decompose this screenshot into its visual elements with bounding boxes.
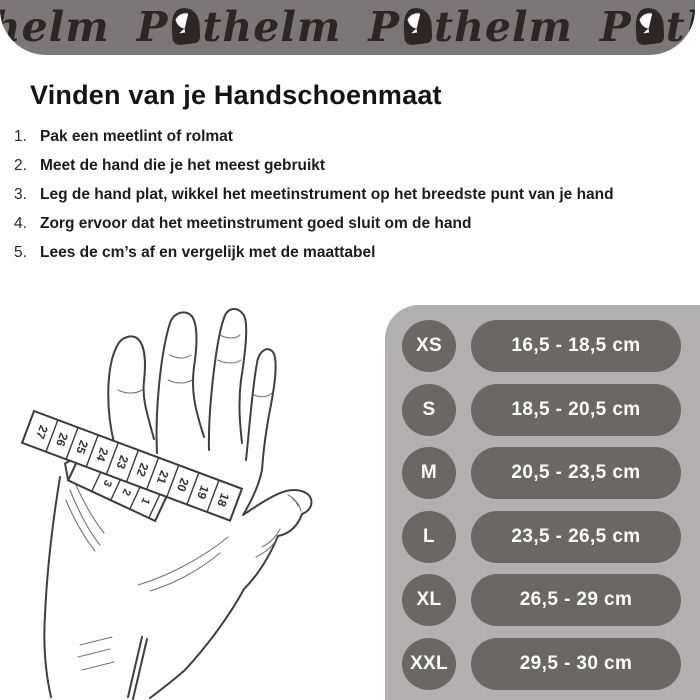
brand-logo: P thelm bbox=[368, 7, 573, 49]
palm-hatch bbox=[65, 499, 96, 552]
step-text: Meet de hand die je het meest gebruikt bbox=[40, 157, 326, 174]
tape-end-number: 2 bbox=[119, 487, 132, 498]
brand-suffix: thelm bbox=[665, 3, 695, 51]
step-text: Zorg ervoor dat het meetinstrument goed … bbox=[40, 215, 472, 232]
helmet-icon bbox=[403, 7, 433, 45]
size-row: XL 26,5 - 29 cm bbox=[402, 574, 700, 626]
brand-logo: P thelm bbox=[0, 7, 110, 49]
palm-hatch bbox=[75, 484, 105, 534]
tape-number: 20 bbox=[174, 476, 192, 494]
palm-crease bbox=[149, 552, 221, 592]
tape-end-number: 3 bbox=[100, 478, 113, 489]
brand-suffix: thelm bbox=[202, 3, 342, 51]
page-title: Vinden van je Handschoenmaat bbox=[30, 80, 442, 110]
tape-number: 26 bbox=[53, 431, 71, 449]
palm-hatch bbox=[69, 489, 101, 546]
finger-crease bbox=[219, 334, 241, 339]
wrist-hatch bbox=[77, 648, 111, 658]
size-badge: XXL bbox=[402, 637, 456, 690]
brand-row: P thelm P thelm P thelm bbox=[0, 7, 695, 49]
size-row: S 18,5 - 20,5 cm bbox=[402, 383, 700, 436]
size-range-pill: 20,5 - 23,5 cm bbox=[471, 447, 681, 499]
wrist-hatch bbox=[81, 661, 115, 671]
size-row: XXL 29,5 - 30 cm bbox=[402, 637, 700, 690]
brand-prefix: P bbox=[136, 3, 169, 51]
step-item: 5. Lees de cm’s af en vergelijk met de m… bbox=[14, 243, 614, 262]
brand-logo: P thelm bbox=[137, 7, 342, 49]
step-text: Pak een meetlint of rolmat bbox=[40, 128, 233, 145]
finger-outline bbox=[107, 335, 155, 444]
brand-prefix: P bbox=[368, 3, 401, 51]
measuring-tape-band: 27 26 25 24 23 22 21 20 19 18 bbox=[20, 409, 244, 522]
finger-crease bbox=[169, 354, 192, 359]
palm-line bbox=[132, 638, 148, 700]
measuring-steps-list: 1. Pak een meetlint of rolmat 2. Meet de… bbox=[14, 127, 614, 272]
tape-number: 25 bbox=[73, 438, 91, 456]
size-row: L 23,5 - 26,5 cm bbox=[402, 510, 700, 563]
size-badge: M bbox=[402, 447, 456, 499]
finger-crease bbox=[253, 392, 273, 398]
size-range-pill: 18,5 - 20,5 cm bbox=[471, 383, 681, 436]
tape-number: 18 bbox=[214, 491, 232, 509]
size-range-pill: 26,5 - 29 cm bbox=[471, 574, 681, 626]
brand-prefix: P bbox=[599, 3, 632, 51]
thumb-crease bbox=[255, 538, 278, 558]
size-range-pill: 23,5 - 26,5 cm bbox=[471, 510, 681, 563]
step-item: 2. Meet de hand die je het meest gebruik… bbox=[14, 156, 614, 175]
tape-number: 19 bbox=[194, 484, 212, 502]
brand-suffix: thelm bbox=[0, 3, 110, 51]
step-number: 4. bbox=[14, 215, 27, 232]
thumbnail-line bbox=[287, 494, 299, 507]
step-number: 5. bbox=[14, 244, 27, 261]
thumb-outline bbox=[149, 469, 313, 699]
hand-measuring-illustration: 3 2 1 27 26 25 24 23 22 21 20 19 18 bbox=[20, 308, 313, 700]
finger-crease bbox=[117, 389, 143, 394]
tape-number: 27 bbox=[33, 423, 51, 441]
helmet-icon bbox=[635, 7, 664, 45]
thumb-crease bbox=[261, 528, 281, 548]
size-table-panel: XS 16,5 - 18,5 cm S 18,5 - 20,5 cm M 20,… bbox=[385, 305, 700, 700]
step-item: 1. Pak een meetlint of rolmat bbox=[14, 127, 614, 146]
palm-crease bbox=[137, 536, 229, 586]
finger-outline bbox=[207, 308, 248, 451]
finger-outline bbox=[155, 311, 205, 454]
size-badge: S bbox=[402, 383, 456, 436]
tape-number: 21 bbox=[154, 469, 172, 487]
step-item: 3. Leg de hand plat, wikkel het meetinst… bbox=[14, 185, 614, 204]
step-number: 2. bbox=[14, 157, 27, 174]
size-badge: XS bbox=[402, 320, 456, 372]
size-row: XS 16,5 - 18,5 cm bbox=[402, 320, 700, 372]
step-text: Leg de hand plat, wikkel het meetinstrum… bbox=[40, 186, 614, 203]
header-brand-band: P thelm P thelm P thelm bbox=[0, 0, 695, 55]
palm-line bbox=[127, 636, 143, 698]
wrist-outline bbox=[43, 476, 61, 698]
brand-logo: P thelm bbox=[600, 7, 695, 49]
step-number: 3. bbox=[14, 186, 27, 203]
finger-crease bbox=[217, 359, 242, 364]
step-number: 1. bbox=[14, 128, 27, 145]
size-range-pill: 29,5 - 30 cm bbox=[471, 637, 681, 690]
size-range-pill: 16,5 - 18,5 cm bbox=[471, 320, 681, 372]
tape-number: 23 bbox=[113, 453, 131, 471]
size-badge: L bbox=[402, 510, 456, 563]
helmet-icon bbox=[172, 7, 201, 45]
tape-number: 24 bbox=[93, 446, 111, 464]
finger-crease bbox=[167, 379, 193, 384]
tape-end-number: 1 bbox=[138, 496, 151, 507]
step-item: 4. Zorg ervoor dat het meetinstrument go… bbox=[14, 214, 614, 233]
brand-suffix: thelm bbox=[434, 3, 573, 51]
tape-number: 22 bbox=[134, 461, 152, 479]
step-text: Lees de cm’s af en vergelijk met de maat… bbox=[40, 244, 376, 261]
wrist-hatch bbox=[79, 636, 113, 646]
size-badge: XL bbox=[402, 574, 456, 626]
size-row: M 20,5 - 23,5 cm bbox=[402, 447, 700, 499]
finger-outline bbox=[245, 348, 277, 471]
